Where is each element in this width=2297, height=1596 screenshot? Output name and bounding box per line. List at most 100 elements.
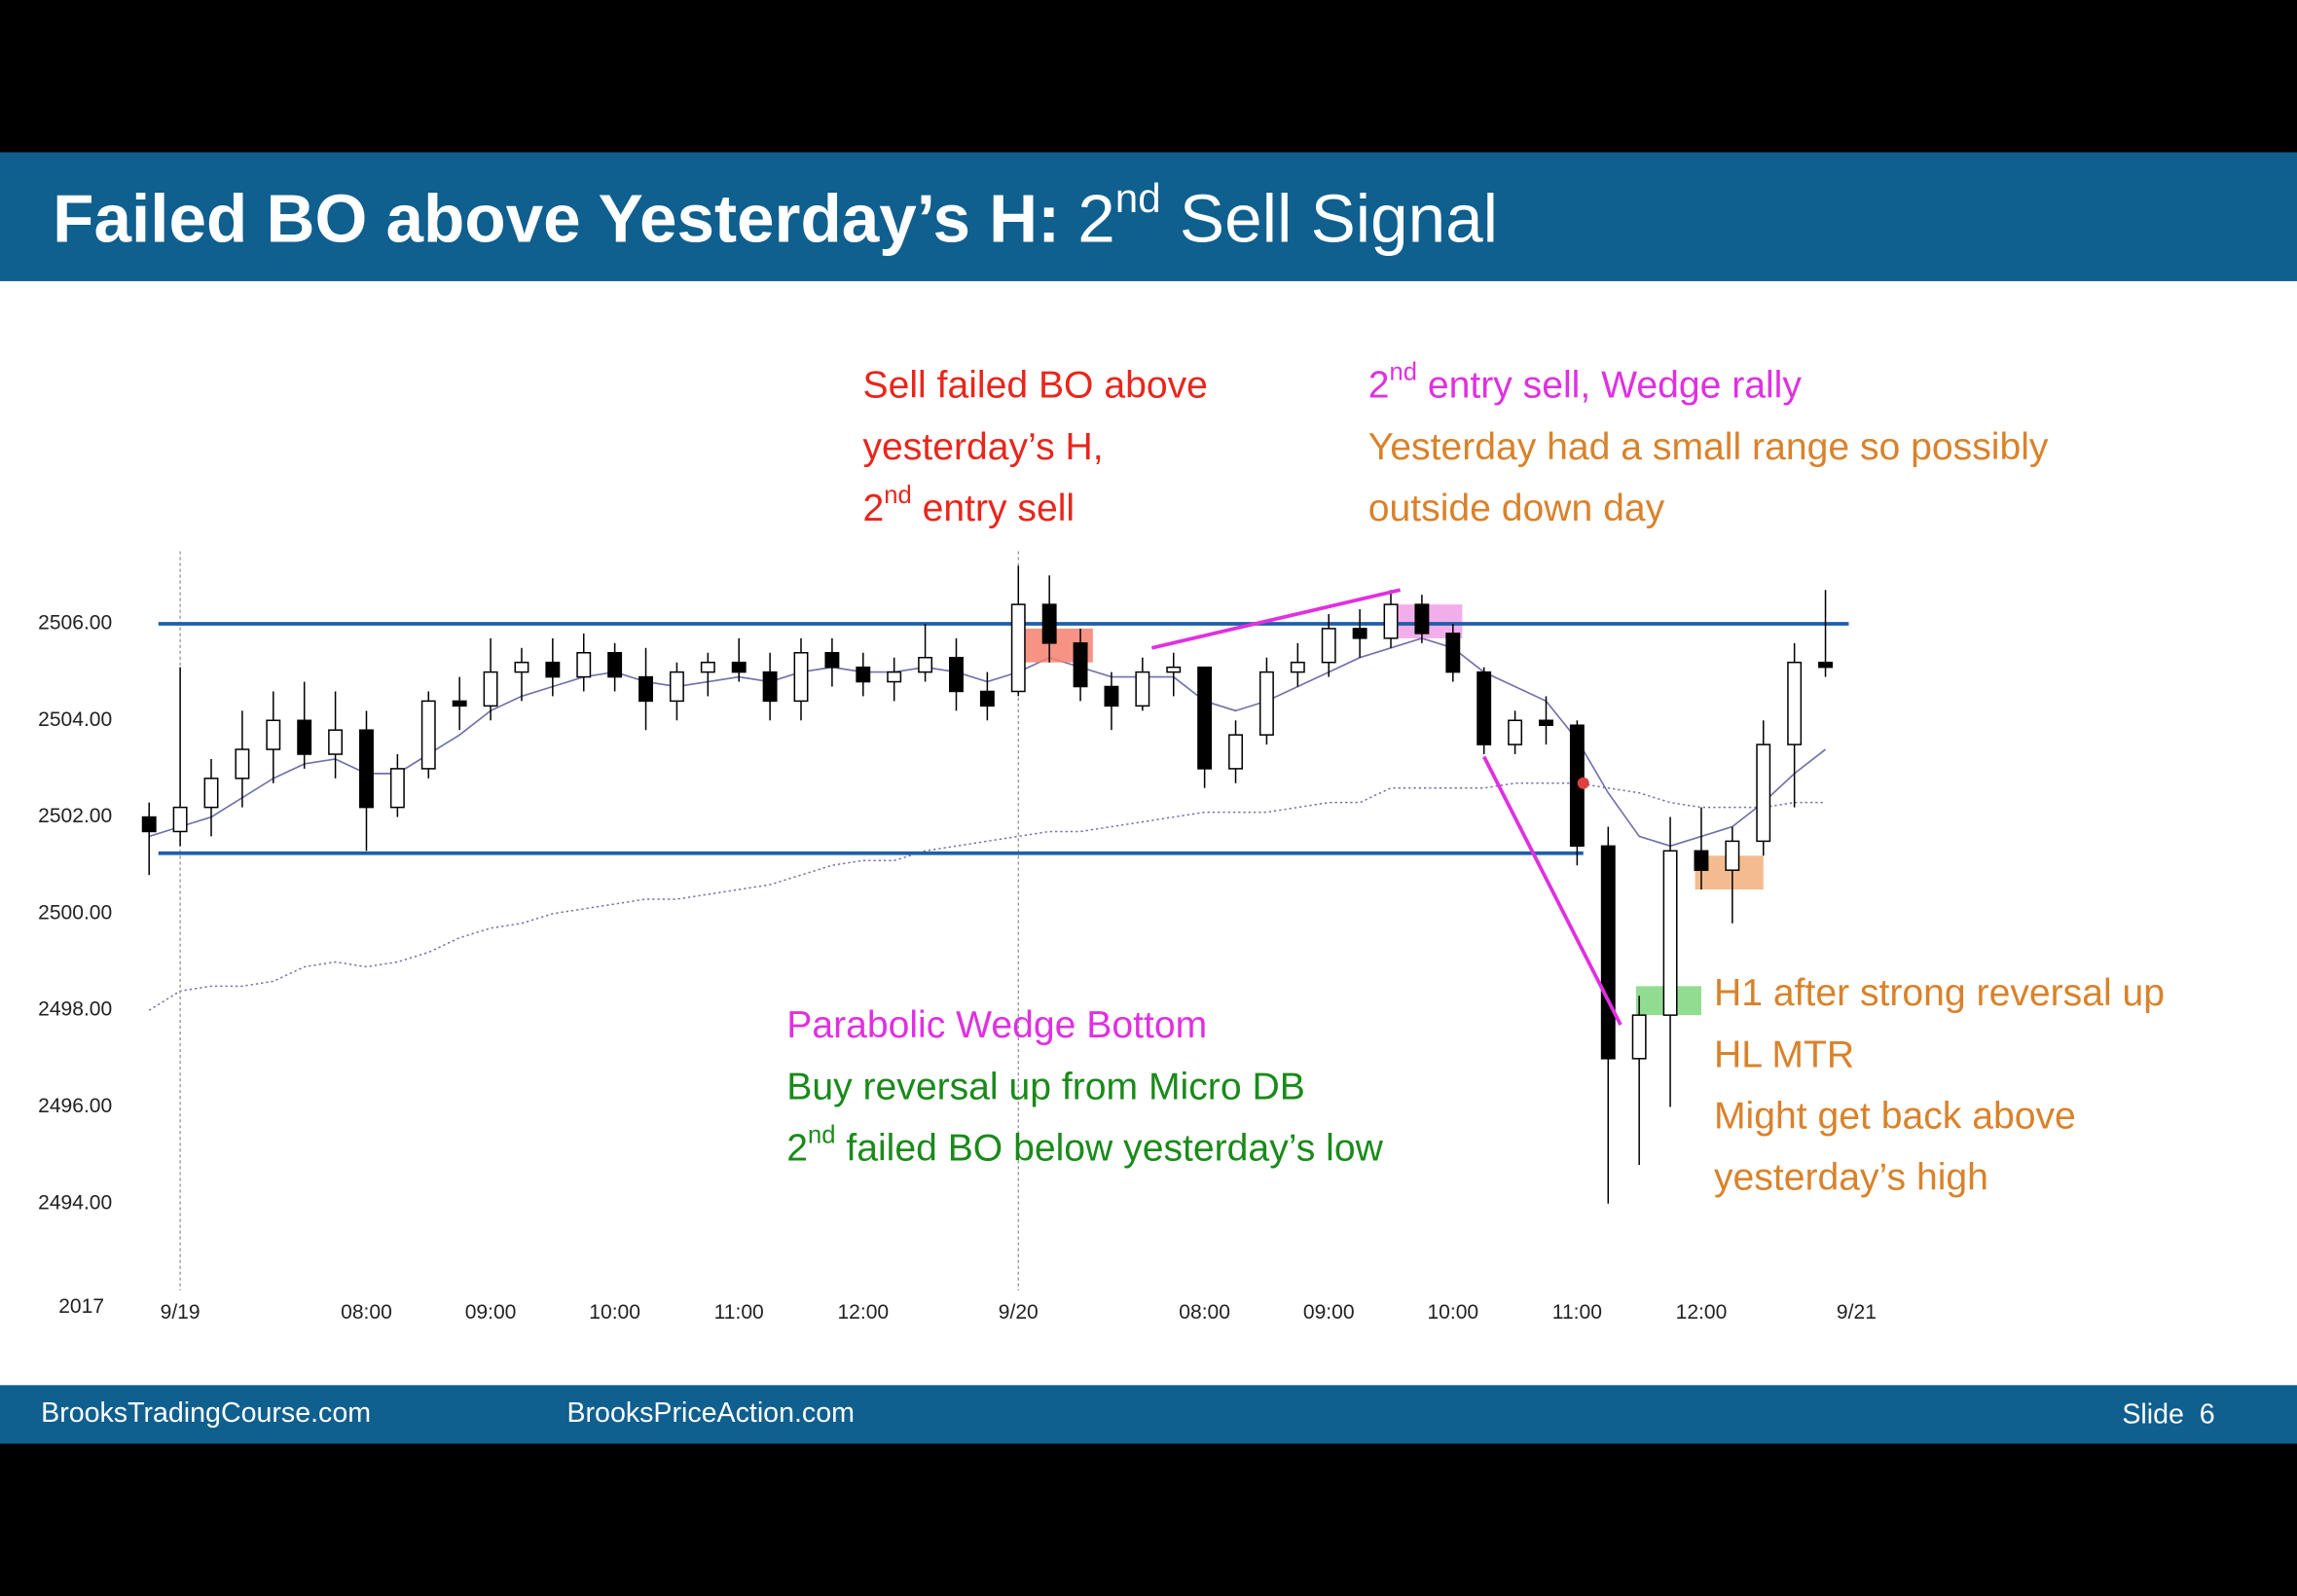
annotation-rest: entry sell, Wedge rally <box>1417 365 1802 407</box>
x-tick-label: 9/21 <box>1837 1301 1877 1324</box>
candle-body <box>1197 666 1213 770</box>
x-tick-label: 12:00 <box>1676 1301 1728 1324</box>
y-tick-label: 2506.00 <box>38 612 112 635</box>
title-num: 2 <box>1077 180 1115 256</box>
candle-body <box>1073 642 1088 688</box>
y-tick-label: 2504.00 <box>38 708 112 731</box>
annotation-line: H1 after strong reversal up <box>1714 972 2165 1014</box>
y-tick-label: 2498.00 <box>38 998 112 1021</box>
annotation-line: HL MTR <box>1714 1034 1854 1076</box>
annotation-text: HL MTR <box>1714 1034 1854 1076</box>
x-tick-label: 12:00 <box>837 1301 889 1324</box>
annotation-text: Sell failed BO above <box>863 365 1208 407</box>
x-tick-label: 11:00 <box>714 1301 764 1324</box>
candle-body <box>1694 850 1709 871</box>
candle-body <box>1383 603 1399 639</box>
candle-body <box>887 671 902 683</box>
candle-body <box>1725 840 1740 871</box>
candle-body <box>172 806 188 833</box>
candle-body <box>389 768 405 809</box>
candle-body <box>856 666 871 683</box>
annotation-text: yesterday’s high <box>1714 1157 1988 1199</box>
candle-body <box>1166 666 1182 673</box>
footer-left: BrooksTradingCourse.com <box>41 1397 371 1429</box>
y-tick-label: 2502.00 <box>38 805 112 827</box>
candle-body <box>1787 661 1803 745</box>
annotation-sup: nd <box>1390 358 1417 385</box>
marker-dot <box>1577 777 1589 789</box>
candle-body <box>1258 671 1274 736</box>
x-tick-label: 9/19 <box>161 1301 201 1324</box>
candle-body <box>1010 603 1026 693</box>
annotation-text: 2 <box>863 488 885 529</box>
y-tick-label: 2494.00 <box>38 1191 112 1214</box>
candle-body <box>1041 603 1057 644</box>
candle-body <box>1818 661 1833 669</box>
annotation-text: outside down day <box>1368 488 1665 529</box>
candle-body <box>359 729 374 809</box>
x-tick-label: 08:00 <box>1179 1301 1230 1324</box>
body <box>0 280 2297 1387</box>
candle-body <box>949 656 964 693</box>
candle-body <box>1508 719 1523 745</box>
annotation-line: 2nd failed BO below yesterday’s low <box>786 1121 1383 1170</box>
candle-body <box>545 661 561 678</box>
candle-body <box>1135 671 1150 707</box>
annotation-rest: failed BO below yesterday’s low <box>835 1128 1383 1170</box>
annotation-line: outside down day <box>1368 488 1665 529</box>
annotation-text: H1 after strong reversal up <box>1714 972 2165 1014</box>
annotation-sup: nd <box>808 1121 835 1148</box>
candle-body <box>141 816 157 833</box>
annotation-text: Yesterday had a small range so possibly <box>1368 426 2049 468</box>
candle-body <box>483 671 498 707</box>
candle-body <box>328 729 344 755</box>
candle-body <box>1662 850 1678 1016</box>
annotation-line: yesterday’s H, <box>863 426 1104 468</box>
trend-line <box>1482 755 1622 1026</box>
y-tick-label: 2500.00 <box>38 901 112 924</box>
candle-body <box>297 719 312 755</box>
candle-body <box>607 651 623 678</box>
footer-band <box>0 1385 2297 1444</box>
candle-body <box>669 671 684 703</box>
x-tick-label: 9/20 <box>999 1301 1039 1324</box>
candle-body <box>638 675 653 703</box>
candle-body <box>793 651 809 703</box>
x-tick-label: 09:00 <box>1303 1301 1355 1324</box>
slide-number: Slide 6 <box>2122 1398 2214 1430</box>
candle-body <box>979 690 995 707</box>
annotation-line: Parabolic Wedge Bottom <box>786 1005 1207 1047</box>
candle-body <box>1290 661 1305 673</box>
annotation-line: 2nd entry sell <box>863 482 1076 530</box>
candle-body <box>1414 603 1430 635</box>
plot: 2494.00 2496.00 2498.00 2500.00 2502.00 2504.… <box>38 551 1877 1324</box>
annotation-text: Parabolic Wedge Bottom <box>786 1005 1207 1047</box>
footer-center: BrooksPriceAction.com <box>566 1397 854 1429</box>
trend-line <box>1150 588 1402 650</box>
annotation-line: Might get back above <box>1714 1096 2076 1138</box>
y-tick-label: 2496.00 <box>38 1095 112 1117</box>
title-main: Failed BO above Yesterday’s H: <box>53 180 1060 256</box>
candle-body <box>1600 845 1616 1060</box>
highlight-box <box>1397 604 1463 638</box>
candle-body <box>731 661 747 673</box>
annotation-line: Sell failed BO above <box>863 365 1208 407</box>
candle-body <box>420 700 436 770</box>
slide-title: Failed BO above Yesterday’s H: 2nd Sell S… <box>53 175 1498 256</box>
year-label: 2017 <box>58 1295 104 1318</box>
candle-body <box>824 651 840 669</box>
candle-body <box>762 671 778 703</box>
annotation-text: 2 <box>786 1128 808 1170</box>
candle-body <box>266 719 281 750</box>
candle-body <box>918 656 933 673</box>
annotation-sup: nd <box>884 482 911 509</box>
candle-body <box>1228 734 1243 770</box>
x-tick-label: 10:00 <box>589 1301 640 1324</box>
annotation-line: Buy reversal up from Micro DB <box>786 1067 1305 1108</box>
candle-body <box>203 778 219 809</box>
annotation-line: yesterday’s high <box>1714 1157 1988 1199</box>
annotation-text: Buy reversal up from Micro DB <box>786 1067 1305 1108</box>
annotation-text: yesterday’s H, <box>863 426 1104 468</box>
